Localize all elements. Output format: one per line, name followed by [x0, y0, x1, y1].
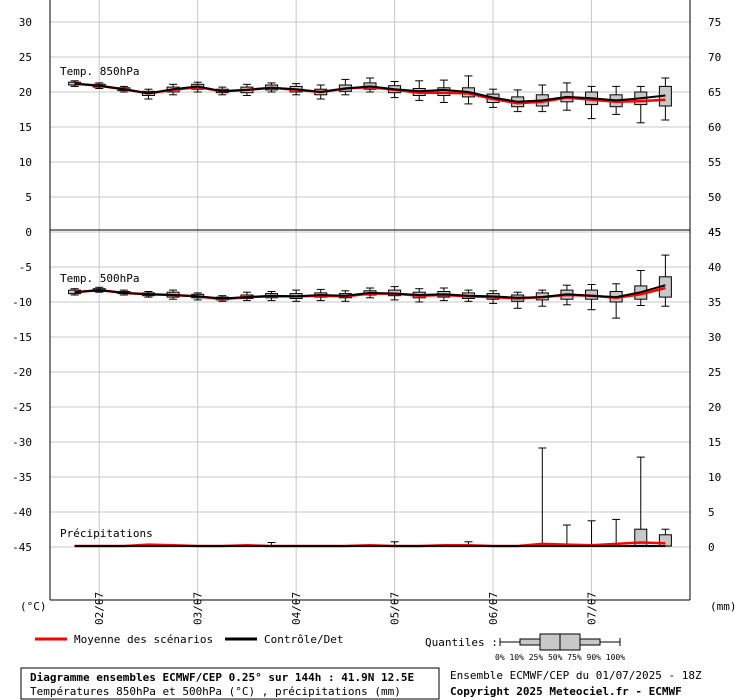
t850-panel-label: Temp. 850hPa [60, 65, 139, 78]
t850-y-left-tick: 30 [19, 16, 32, 29]
precip-y-right-tick: 5 [708, 506, 715, 519]
precip-y-right-tick: 0 [708, 541, 715, 554]
series-layer [68, 75, 672, 548]
footer-run-info: Ensemble ECMWF/CEP du 01/07/2025 - 18Z [450, 669, 702, 682]
axis-layer: 02/07 03/07 04/07 05/07 06/07 07/07 30 75 25 70 20… [12, 0, 721, 625]
footer-copyright: Copyright 2025 Meteociel.fr - ECMWF [450, 685, 682, 698]
t500-y-left-tick: -30 [12, 436, 32, 449]
t500-panel-label: Temp. 500hPa [60, 272, 139, 285]
x-tick-label: 04/07 [290, 592, 303, 625]
t500-control-line [74, 284, 666, 300]
x-tick-label: 06/07 [487, 592, 500, 625]
t850-y-left-tick: 25 [19, 51, 32, 64]
t500-y-left-tick: -25 [12, 401, 32, 414]
legend-mean-label: Moyenne des scénarios [74, 633, 213, 646]
t500-y-left-tick: -10 [12, 296, 32, 309]
t850-y-right-tick: 50 [708, 191, 721, 204]
t850-y-left-tick: 20 [19, 86, 32, 99]
t500-y-left-tick: -5 [19, 261, 32, 274]
t850-y-left-tick: 10 [19, 156, 32, 169]
precip-y-right-tick: 40 [708, 261, 721, 274]
precip-y-right-tick: 10 [708, 471, 721, 484]
x-tick-label: 05/07 [389, 592, 402, 625]
x-tick-label: 03/07 [192, 592, 205, 625]
t850-y-right-tick: 60 [708, 121, 721, 134]
precip-y-right-tick: 25 [708, 366, 721, 379]
precip-y-right-tick: 35 [708, 296, 721, 309]
footer-subtitle: Températures 850hPa et 500hPa (°C) , pré… [30, 685, 401, 698]
t850-control-line [74, 82, 666, 103]
legend-quantiles-label: Quantiles : [425, 636, 498, 649]
t500-y-left-tick: -40 [12, 506, 32, 519]
t500-y-left-tick: -20 [12, 366, 32, 379]
precip-y-right-tick: 20 [708, 401, 721, 414]
left-unit-label: (°C) [20, 600, 47, 613]
t500-y-left-tick: -15 [12, 331, 32, 344]
precip-y-right-tick: 30 [708, 331, 721, 344]
precip-y-right-tick: 15 [708, 436, 721, 449]
legend-quantiles-ticks: 0% 10% 25% 50% 75% 90% 100% [495, 653, 625, 662]
t850-y-left-tick: 5 [25, 191, 32, 204]
x-tick-label: 07/07 [586, 592, 599, 625]
precip-y-right-tick: 45 [708, 226, 721, 239]
t850-y-right-tick: 45 [708, 226, 721, 239]
legend-quantiles-box-icon [499, 633, 621, 651]
right-unit-label: (mm) [710, 600, 737, 613]
t850-y-right-tick: 55 [708, 156, 721, 169]
t850-y-right-tick: 75 [708, 16, 721, 29]
t850-y-left-tick: 0 [25, 226, 32, 239]
t500-y-left-tick: -45 [12, 541, 32, 554]
footer-title-box [20, 667, 440, 700]
t850-y-left-tick: 15 [19, 121, 32, 134]
footer-title: Diagramme ensembles ECMWF/CEP 0.25° sur … [30, 671, 414, 684]
t850-y-right-tick: 70 [708, 51, 721, 64]
t500-y-left-tick: -35 [12, 471, 32, 484]
x-tick-label: 02/07 [93, 592, 106, 625]
t850-y-right-tick: 65 [708, 86, 721, 99]
precip-panel-label: Précipitations [60, 527, 153, 540]
legend-control-label: Contrôle/Det [264, 633, 343, 646]
